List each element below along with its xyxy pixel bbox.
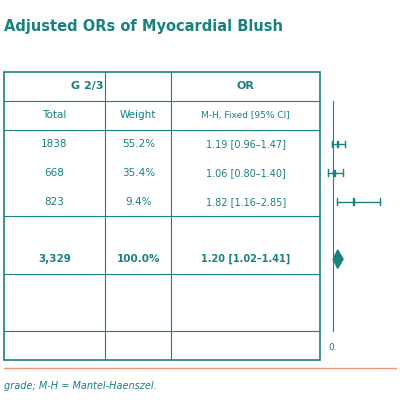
Text: 1.19 [0.96–1.47]: 1.19 [0.96–1.47]: [206, 139, 286, 149]
Text: OR: OR: [237, 82, 255, 92]
Text: Adjusted ORs of Myocardial Blush: Adjusted ORs of Myocardial Blush: [4, 20, 283, 34]
Text: 1838: 1838: [41, 139, 68, 149]
Text: 35.4%: 35.4%: [122, 168, 155, 178]
Bar: [333, 170, 335, 176]
Text: 9.4%: 9.4%: [125, 196, 152, 206]
Bar: [337, 141, 338, 147]
Text: 668: 668: [45, 168, 64, 178]
Text: 823: 823: [45, 196, 64, 206]
Text: M-H, Fixed [95% CI]: M-H, Fixed [95% CI]: [201, 111, 290, 120]
Text: 1.82 [1.16–2.85]: 1.82 [1.16–2.85]: [206, 196, 286, 206]
Text: 0.: 0.: [328, 343, 337, 352]
Text: Weight: Weight: [120, 110, 156, 120]
Text: 100.0%: 100.0%: [116, 254, 160, 264]
Text: 1.06 [0.80–1.40]: 1.06 [0.80–1.40]: [206, 168, 286, 178]
Text: 55.2%: 55.2%: [122, 139, 155, 149]
Text: 3,329: 3,329: [38, 254, 71, 264]
Bar: [353, 198, 354, 205]
Text: Total: Total: [42, 110, 67, 120]
Polygon shape: [333, 250, 343, 268]
Text: G 2/3: G 2/3: [72, 82, 104, 92]
Text: 1.20 [1.02–1.41]: 1.20 [1.02–1.41]: [201, 254, 290, 264]
Text: grade; M-H = Mantel-Haenszel.: grade; M-H = Mantel-Haenszel.: [4, 381, 157, 390]
